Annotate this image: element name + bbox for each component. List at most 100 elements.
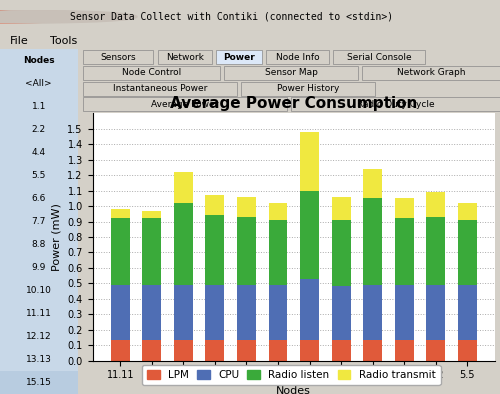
Bar (268, 203, 287, 220)
Bar (300, 132, 319, 191)
Bar (268, 285, 287, 340)
Bar (426, 340, 445, 361)
Bar (394, 218, 413, 285)
FancyBboxPatch shape (0, 95, 78, 118)
FancyBboxPatch shape (291, 97, 500, 111)
FancyBboxPatch shape (0, 279, 78, 302)
Bar (111, 209, 130, 218)
Bar (300, 279, 319, 340)
Bar (237, 197, 256, 217)
Bar (174, 285, 193, 340)
Text: Power: Power (223, 53, 255, 61)
FancyBboxPatch shape (82, 82, 237, 96)
FancyBboxPatch shape (362, 66, 500, 80)
FancyBboxPatch shape (0, 187, 78, 210)
FancyBboxPatch shape (241, 82, 375, 96)
FancyBboxPatch shape (0, 348, 78, 371)
X-axis label: Nodes: Nodes (276, 386, 311, 394)
Text: 1.1: 1.1 (32, 102, 46, 111)
Bar (111, 340, 130, 361)
Text: 6.6: 6.6 (32, 194, 46, 203)
Bar (394, 340, 413, 361)
Bar (332, 340, 350, 361)
Text: 11.11: 11.11 (26, 309, 52, 318)
Bar (363, 340, 382, 361)
FancyBboxPatch shape (0, 49, 78, 72)
Text: Node Info: Node Info (276, 53, 320, 61)
Bar (174, 203, 193, 285)
FancyBboxPatch shape (224, 66, 358, 80)
Text: Instantaneous Power: Instantaneous Power (112, 84, 207, 93)
Text: Sensor Data Collect with Contiki (connected to <stdin>): Sensor Data Collect with Contiki (connec… (70, 12, 393, 22)
Bar (426, 217, 445, 285)
FancyBboxPatch shape (82, 50, 154, 64)
Circle shape (0, 11, 101, 23)
Text: File: File (10, 36, 29, 46)
Bar (174, 340, 193, 361)
FancyBboxPatch shape (266, 50, 329, 64)
Text: Tools: Tools (50, 36, 77, 46)
Bar (174, 172, 193, 203)
Bar (237, 217, 256, 285)
Text: Sensor Map: Sensor Map (265, 69, 318, 77)
Text: Nodes: Nodes (23, 56, 54, 65)
Bar (111, 285, 130, 340)
Bar (142, 285, 162, 340)
Bar (206, 285, 225, 340)
Text: 8.8: 8.8 (32, 240, 46, 249)
Bar (426, 192, 445, 217)
Text: Network Graph: Network Graph (397, 69, 466, 77)
Bar (363, 169, 382, 199)
FancyBboxPatch shape (0, 256, 78, 279)
Text: 5.5: 5.5 (32, 171, 46, 180)
FancyBboxPatch shape (0, 325, 78, 348)
Text: 13.13: 13.13 (26, 355, 52, 364)
Bar (206, 195, 225, 216)
Bar (332, 286, 350, 340)
Bar (426, 285, 445, 340)
Circle shape (0, 11, 119, 23)
Text: Average Power: Average Power (151, 100, 218, 108)
Bar (458, 285, 476, 340)
FancyBboxPatch shape (333, 50, 425, 64)
Text: 12.12: 12.12 (26, 332, 52, 341)
Legend: LPM, CPU, Radio listen, Radio transmit: LPM, CPU, Radio listen, Radio transmit (142, 365, 440, 385)
Bar (268, 340, 287, 361)
FancyBboxPatch shape (82, 97, 287, 111)
Bar (237, 285, 256, 340)
Bar (206, 340, 225, 361)
Title: Average Power Consumption: Average Power Consumption (170, 96, 418, 111)
Text: Serial Console: Serial Console (346, 53, 411, 61)
Y-axis label: Power (mW): Power (mW) (52, 203, 62, 271)
Bar (458, 203, 476, 220)
Bar (142, 211, 162, 218)
Bar (300, 340, 319, 361)
Text: Sensors: Sensors (100, 53, 136, 61)
Bar (458, 340, 476, 361)
Bar (268, 220, 287, 285)
FancyBboxPatch shape (0, 164, 78, 187)
FancyBboxPatch shape (0, 141, 78, 164)
Bar (142, 340, 162, 361)
FancyBboxPatch shape (158, 50, 212, 64)
Text: Node Control: Node Control (122, 69, 181, 77)
FancyBboxPatch shape (82, 66, 220, 80)
FancyBboxPatch shape (0, 72, 78, 95)
Text: Network: Network (166, 53, 203, 61)
FancyBboxPatch shape (0, 302, 78, 325)
Text: 15.15: 15.15 (26, 378, 52, 387)
FancyBboxPatch shape (0, 371, 78, 394)
Text: 10.10: 10.10 (26, 286, 52, 295)
Text: 9.9: 9.9 (32, 263, 46, 272)
Bar (363, 199, 382, 285)
Text: 2.2: 2.2 (32, 125, 46, 134)
Text: 4.4: 4.4 (32, 148, 46, 157)
Text: 7.7: 7.7 (32, 217, 46, 226)
Text: Power History: Power History (277, 84, 339, 93)
Bar (394, 199, 413, 218)
Bar (237, 340, 256, 361)
FancyBboxPatch shape (0, 233, 78, 256)
Bar (363, 285, 382, 340)
Bar (394, 285, 413, 340)
FancyBboxPatch shape (216, 50, 262, 64)
